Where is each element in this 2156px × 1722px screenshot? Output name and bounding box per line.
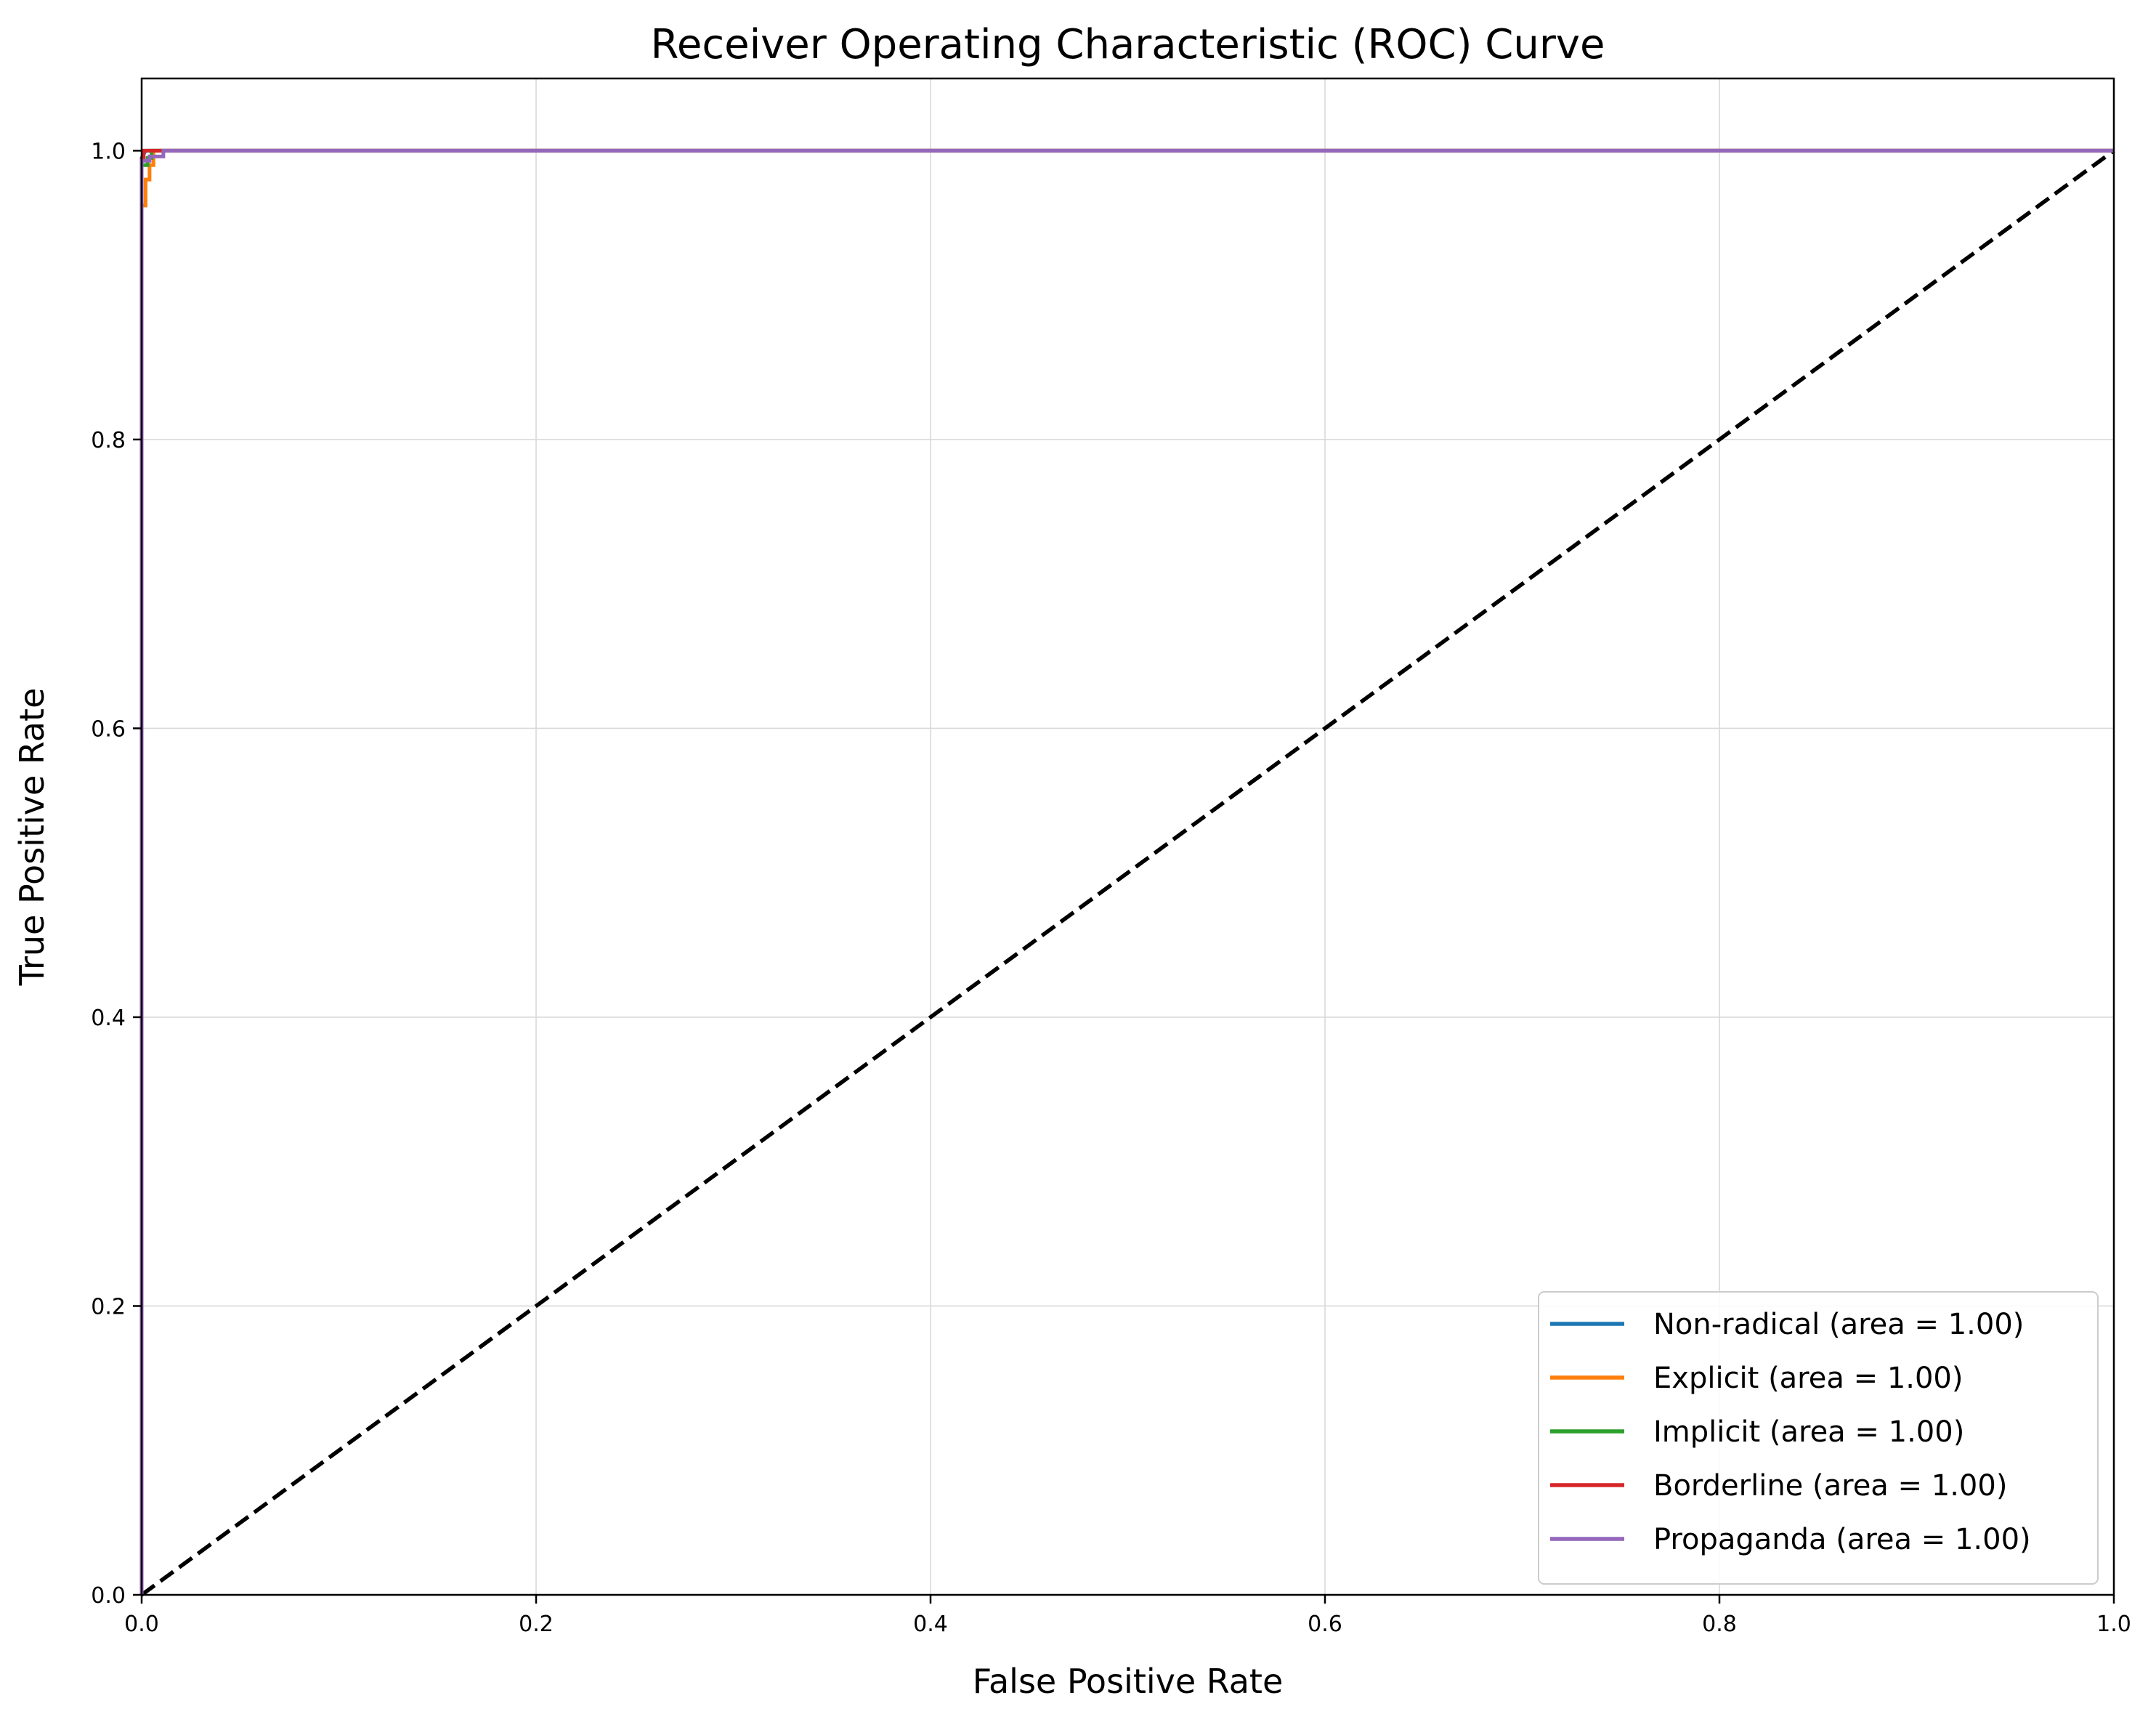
- y-tick-label: 0.8: [91, 428, 126, 453]
- chart-title: Receiver Operating Characteristic (ROC) …: [651, 21, 1605, 68]
- x-tick-label: 0.0: [124, 1612, 159, 1637]
- x-tick-label: 0.2: [519, 1612, 554, 1637]
- reference-line-layer: [140, 149, 2115, 1597]
- legend: Non-radical (area = 1.00) Explicit (area …: [1538, 1291, 2099, 1585]
- x-tick-label: 0.8: [1702, 1612, 1737, 1637]
- tick-layer: 0.0 0.2 0.4 0.6 0.8 1.0 0.0 0.2 0.4 0.6 0.8 1.0: [91, 139, 2131, 1637]
- y-tick-label: 0.6: [91, 716, 126, 742]
- grid-lines: [141, 78, 2115, 1596]
- y-tick-label: 0.2: [91, 1294, 126, 1319]
- chance-reference-line: [140, 149, 2115, 1597]
- legend-entry-label: Explicit (area = 1.00): [1653, 1362, 1963, 1395]
- x-axis-label: False Positive Rate: [973, 1662, 1284, 1701]
- legend-entry-label: Implicit (area = 1.00): [1653, 1415, 1964, 1449]
- plot-frame: [140, 77, 2115, 1596]
- y-tick-label: 0.4: [91, 1006, 126, 1031]
- legend-entry-label: Non-radical (area = 1.00): [1653, 1308, 2024, 1341]
- x-tick-label: 0.6: [1308, 1612, 1342, 1637]
- x-tick-label: 1.0: [2096, 1612, 2131, 1637]
- legend-entry-label: Propaganda (area = 1.00): [1653, 1523, 2031, 1556]
- y-tick-label: 0.0: [91, 1583, 126, 1609]
- y-axis-label: True Positive Rate: [12, 688, 52, 987]
- x-tick-label: 0.4: [913, 1612, 948, 1637]
- legend-box: [1538, 1291, 2099, 1585]
- legend-entry-label: Borderline (area = 1.00): [1653, 1469, 2007, 1503]
- y-tick-label: 1.0: [91, 139, 126, 164]
